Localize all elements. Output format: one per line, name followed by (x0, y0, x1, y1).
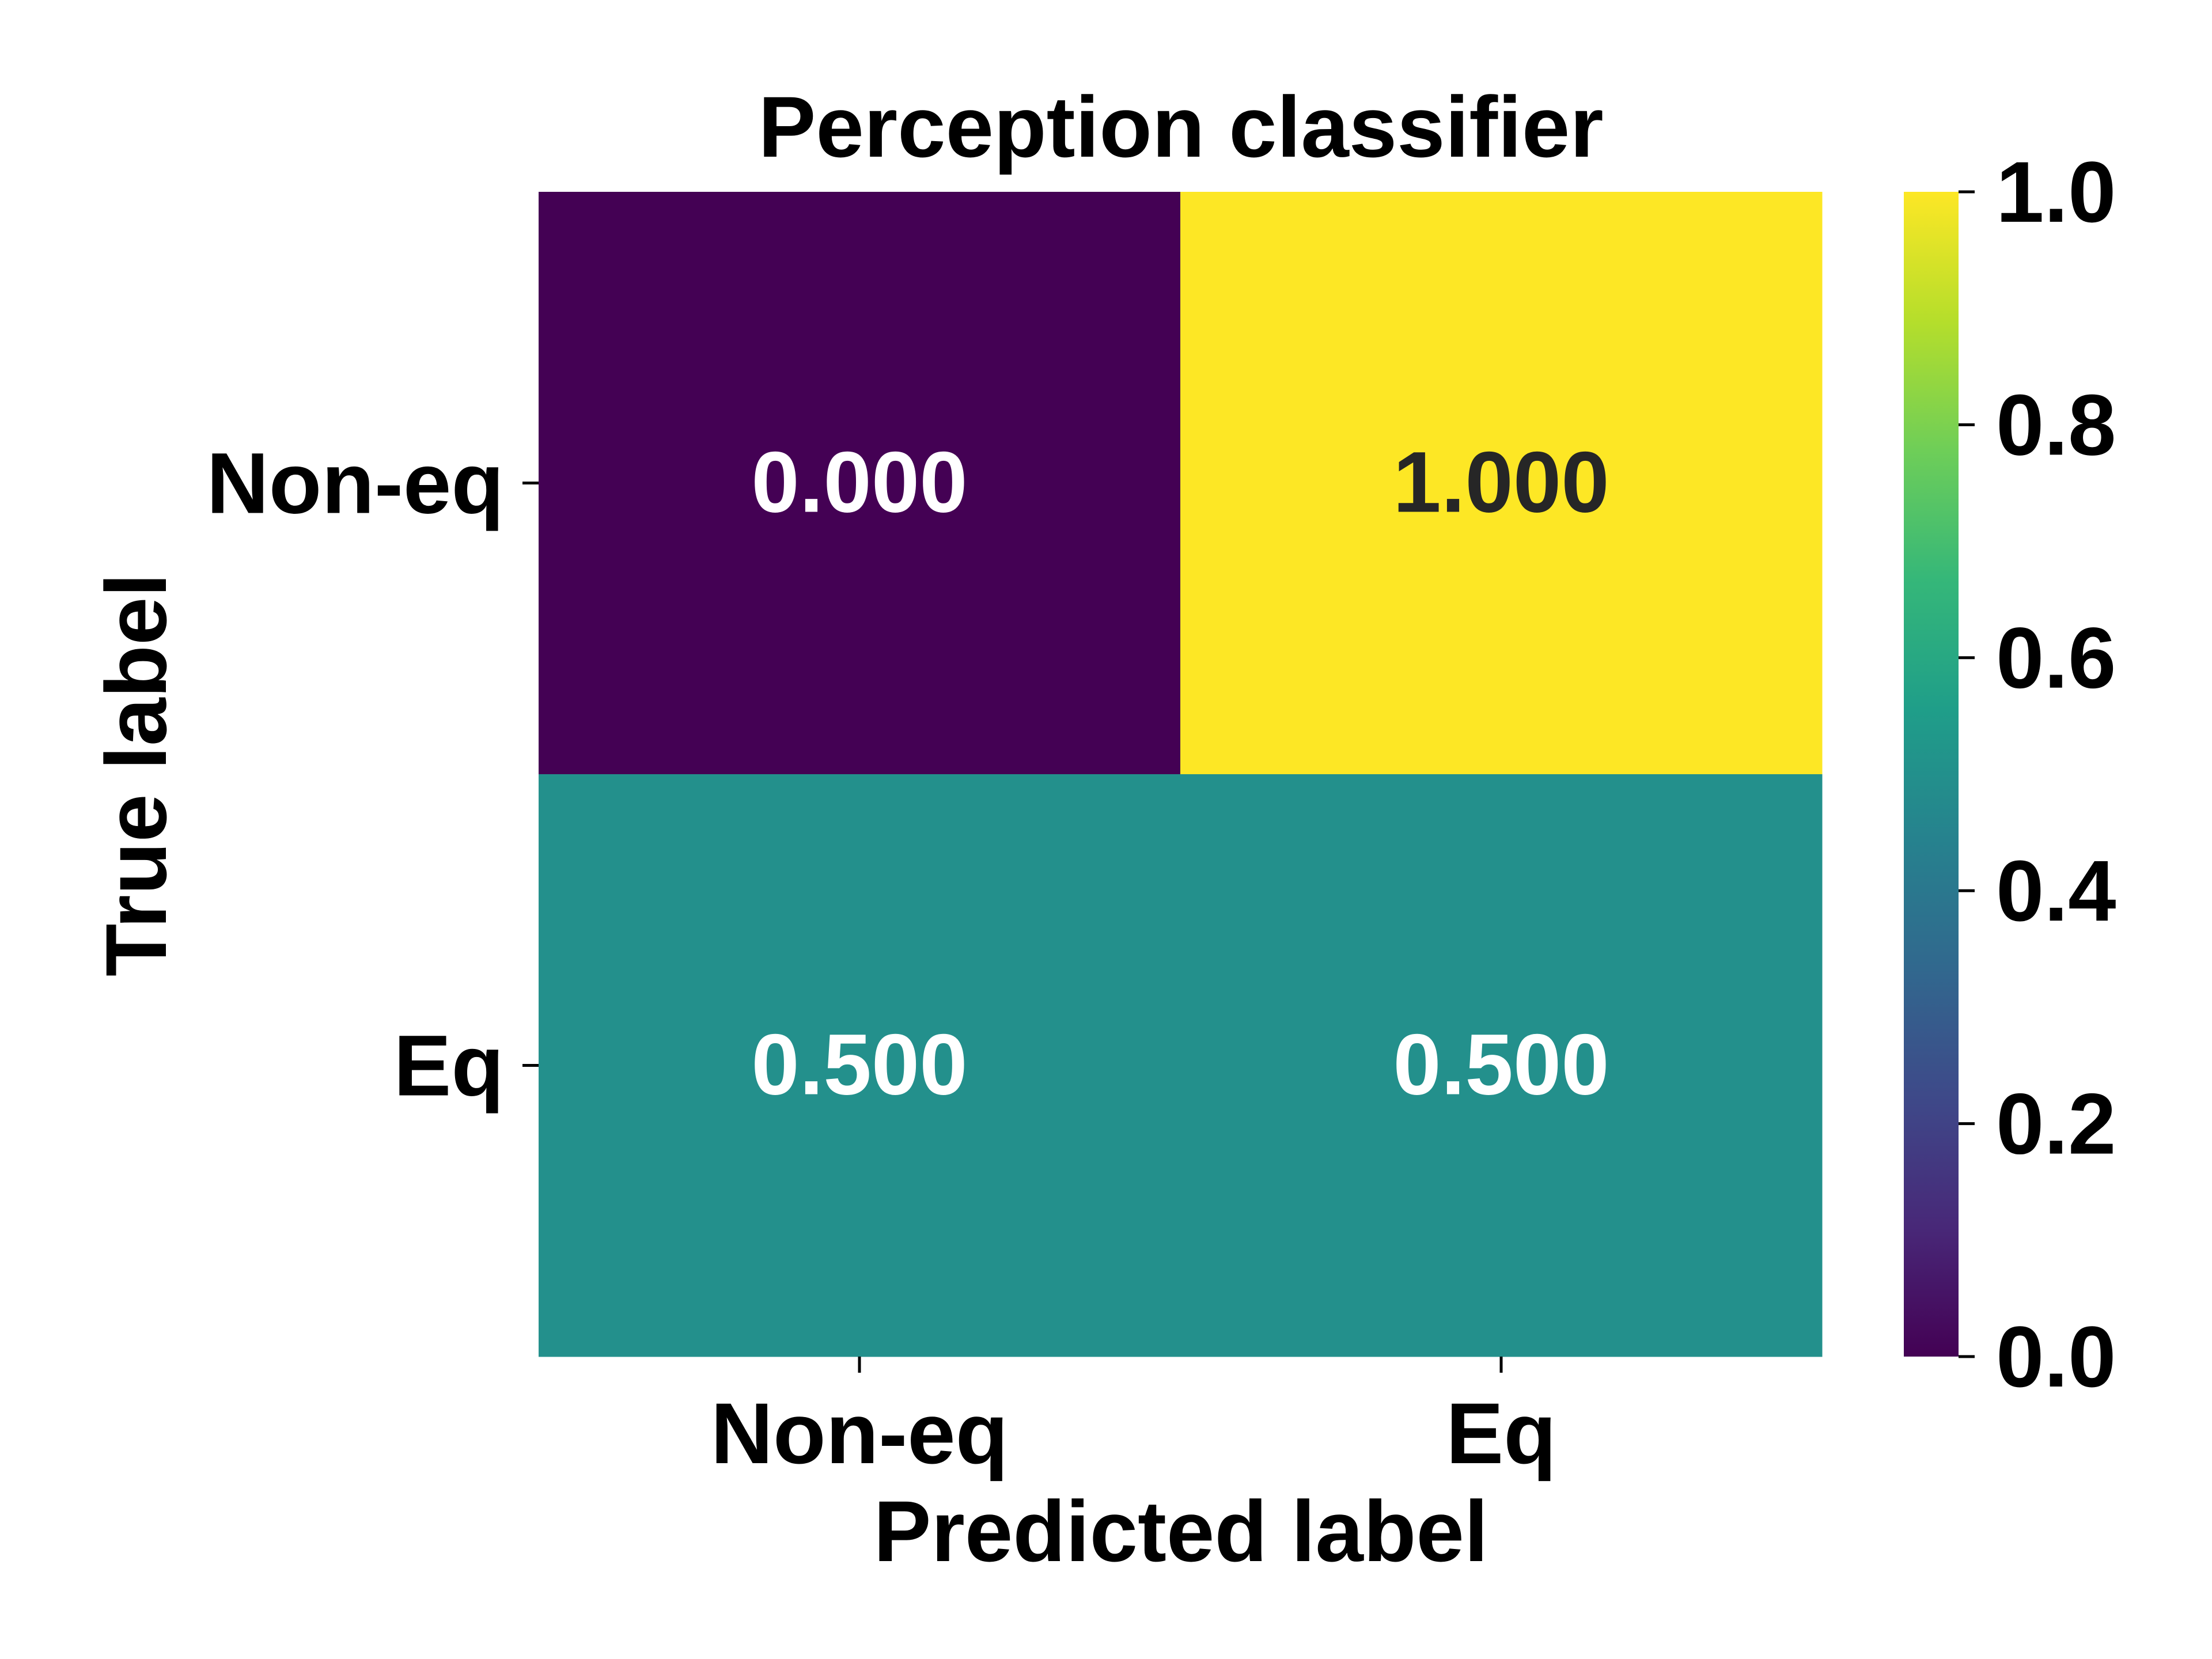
colorbar-tick-label: 0.4 (1996, 842, 2116, 939)
y-axis-label: True label (88, 573, 184, 976)
y-axis-ticks: Non-eq Eq (206, 435, 539, 1114)
colorbar (1904, 192, 1959, 1357)
chart-title: Perception classifier (758, 78, 1603, 175)
colorbar-tick-label: 0.2 (1996, 1075, 2116, 1172)
colorbar-ticks: 0.0 0.2 0.4 0.6 0.8 1.0 (1959, 143, 2116, 1405)
y-tick-label: Eq (393, 1017, 504, 1114)
cell-value-label: 0.500 (1393, 1016, 1609, 1113)
x-tick-label: Eq (1446, 1385, 1556, 1482)
heatmap-cell (539, 774, 1181, 1357)
colorbar-tick-label: 0.8 (1996, 376, 2116, 473)
colorbar-tick-label: 0.0 (1996, 1308, 2116, 1405)
cell-value-label: 0.500 (751, 1016, 967, 1113)
cell-value-label: 1.000 (1393, 434, 1609, 531)
cell-value-label: 0.000 (751, 434, 967, 531)
heatmap-cell (1180, 774, 1823, 1357)
heatmap-cells (539, 192, 1823, 1357)
y-tick-label: Non-eq (206, 435, 504, 532)
colorbar-tick-label: 1.0 (1996, 143, 2116, 240)
heatmap-cell (539, 192, 1181, 775)
x-axis-ticks: Non-eq Eq (711, 1357, 1556, 1482)
x-tick-label: Non-eq (711, 1385, 1009, 1482)
cell-annotations: 0.000 1.000 0.500 0.500 (751, 434, 1609, 1113)
colorbar-tick-label: 0.6 (1996, 609, 2116, 706)
heatmap-cell (1180, 192, 1823, 775)
x-axis-label: Predicted label (873, 1483, 1488, 1580)
